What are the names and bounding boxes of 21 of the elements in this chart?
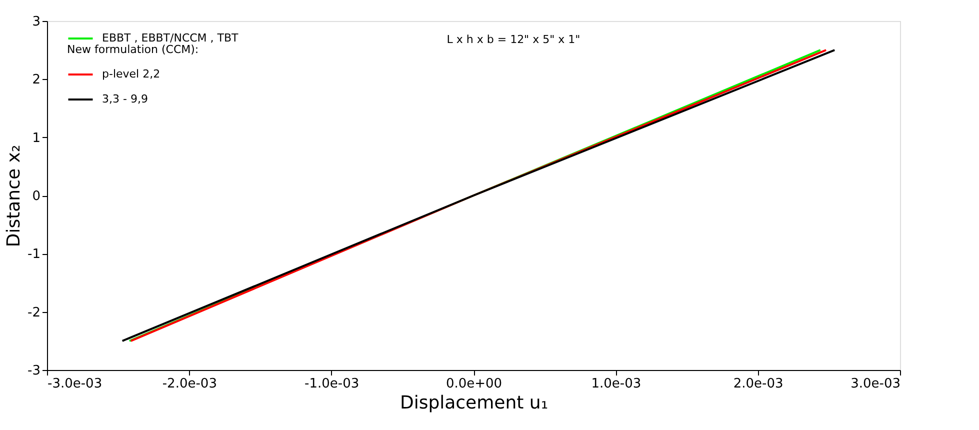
legend-label: p-level 2,2: [102, 68, 160, 80]
annotation: L x h x b = 12" x 5" x 1": [446, 33, 580, 46]
legend-label: 3,3 - 9,9: [102, 92, 148, 106]
x-tick-label: 0.0e+00: [446, 376, 502, 392]
x-tick-label: -2.0e-03: [162, 376, 217, 392]
x-tick-label: 2.0e-03: [733, 376, 784, 392]
x-tick-label: -3.0e-03: [48, 376, 102, 392]
y-tick-label: -1: [28, 247, 40, 262]
y-tick-label: 2: [32, 72, 40, 88]
annotation: New formulation (CCM):: [67, 43, 199, 56]
y-tick-label: -2: [28, 305, 40, 320]
legend-label: EBBT , EBBT/NCCM , TBT: [102, 32, 239, 44]
x-tick-label: -1.0e-03: [304, 376, 360, 392]
x-tick-label: 3.0e-03: [850, 376, 900, 392]
y-tick-label: 0: [32, 189, 40, 204]
y-tick-label: 1: [32, 130, 40, 146]
y-tick-label: 3: [32, 14, 40, 30]
x-axis-title: Displacement u₁: [400, 392, 548, 414]
x-tick-label: 1.0e-03: [591, 376, 642, 392]
y-tick-label: -3: [28, 364, 40, 378]
y-axis-title: Distance x₂: [4, 144, 25, 248]
